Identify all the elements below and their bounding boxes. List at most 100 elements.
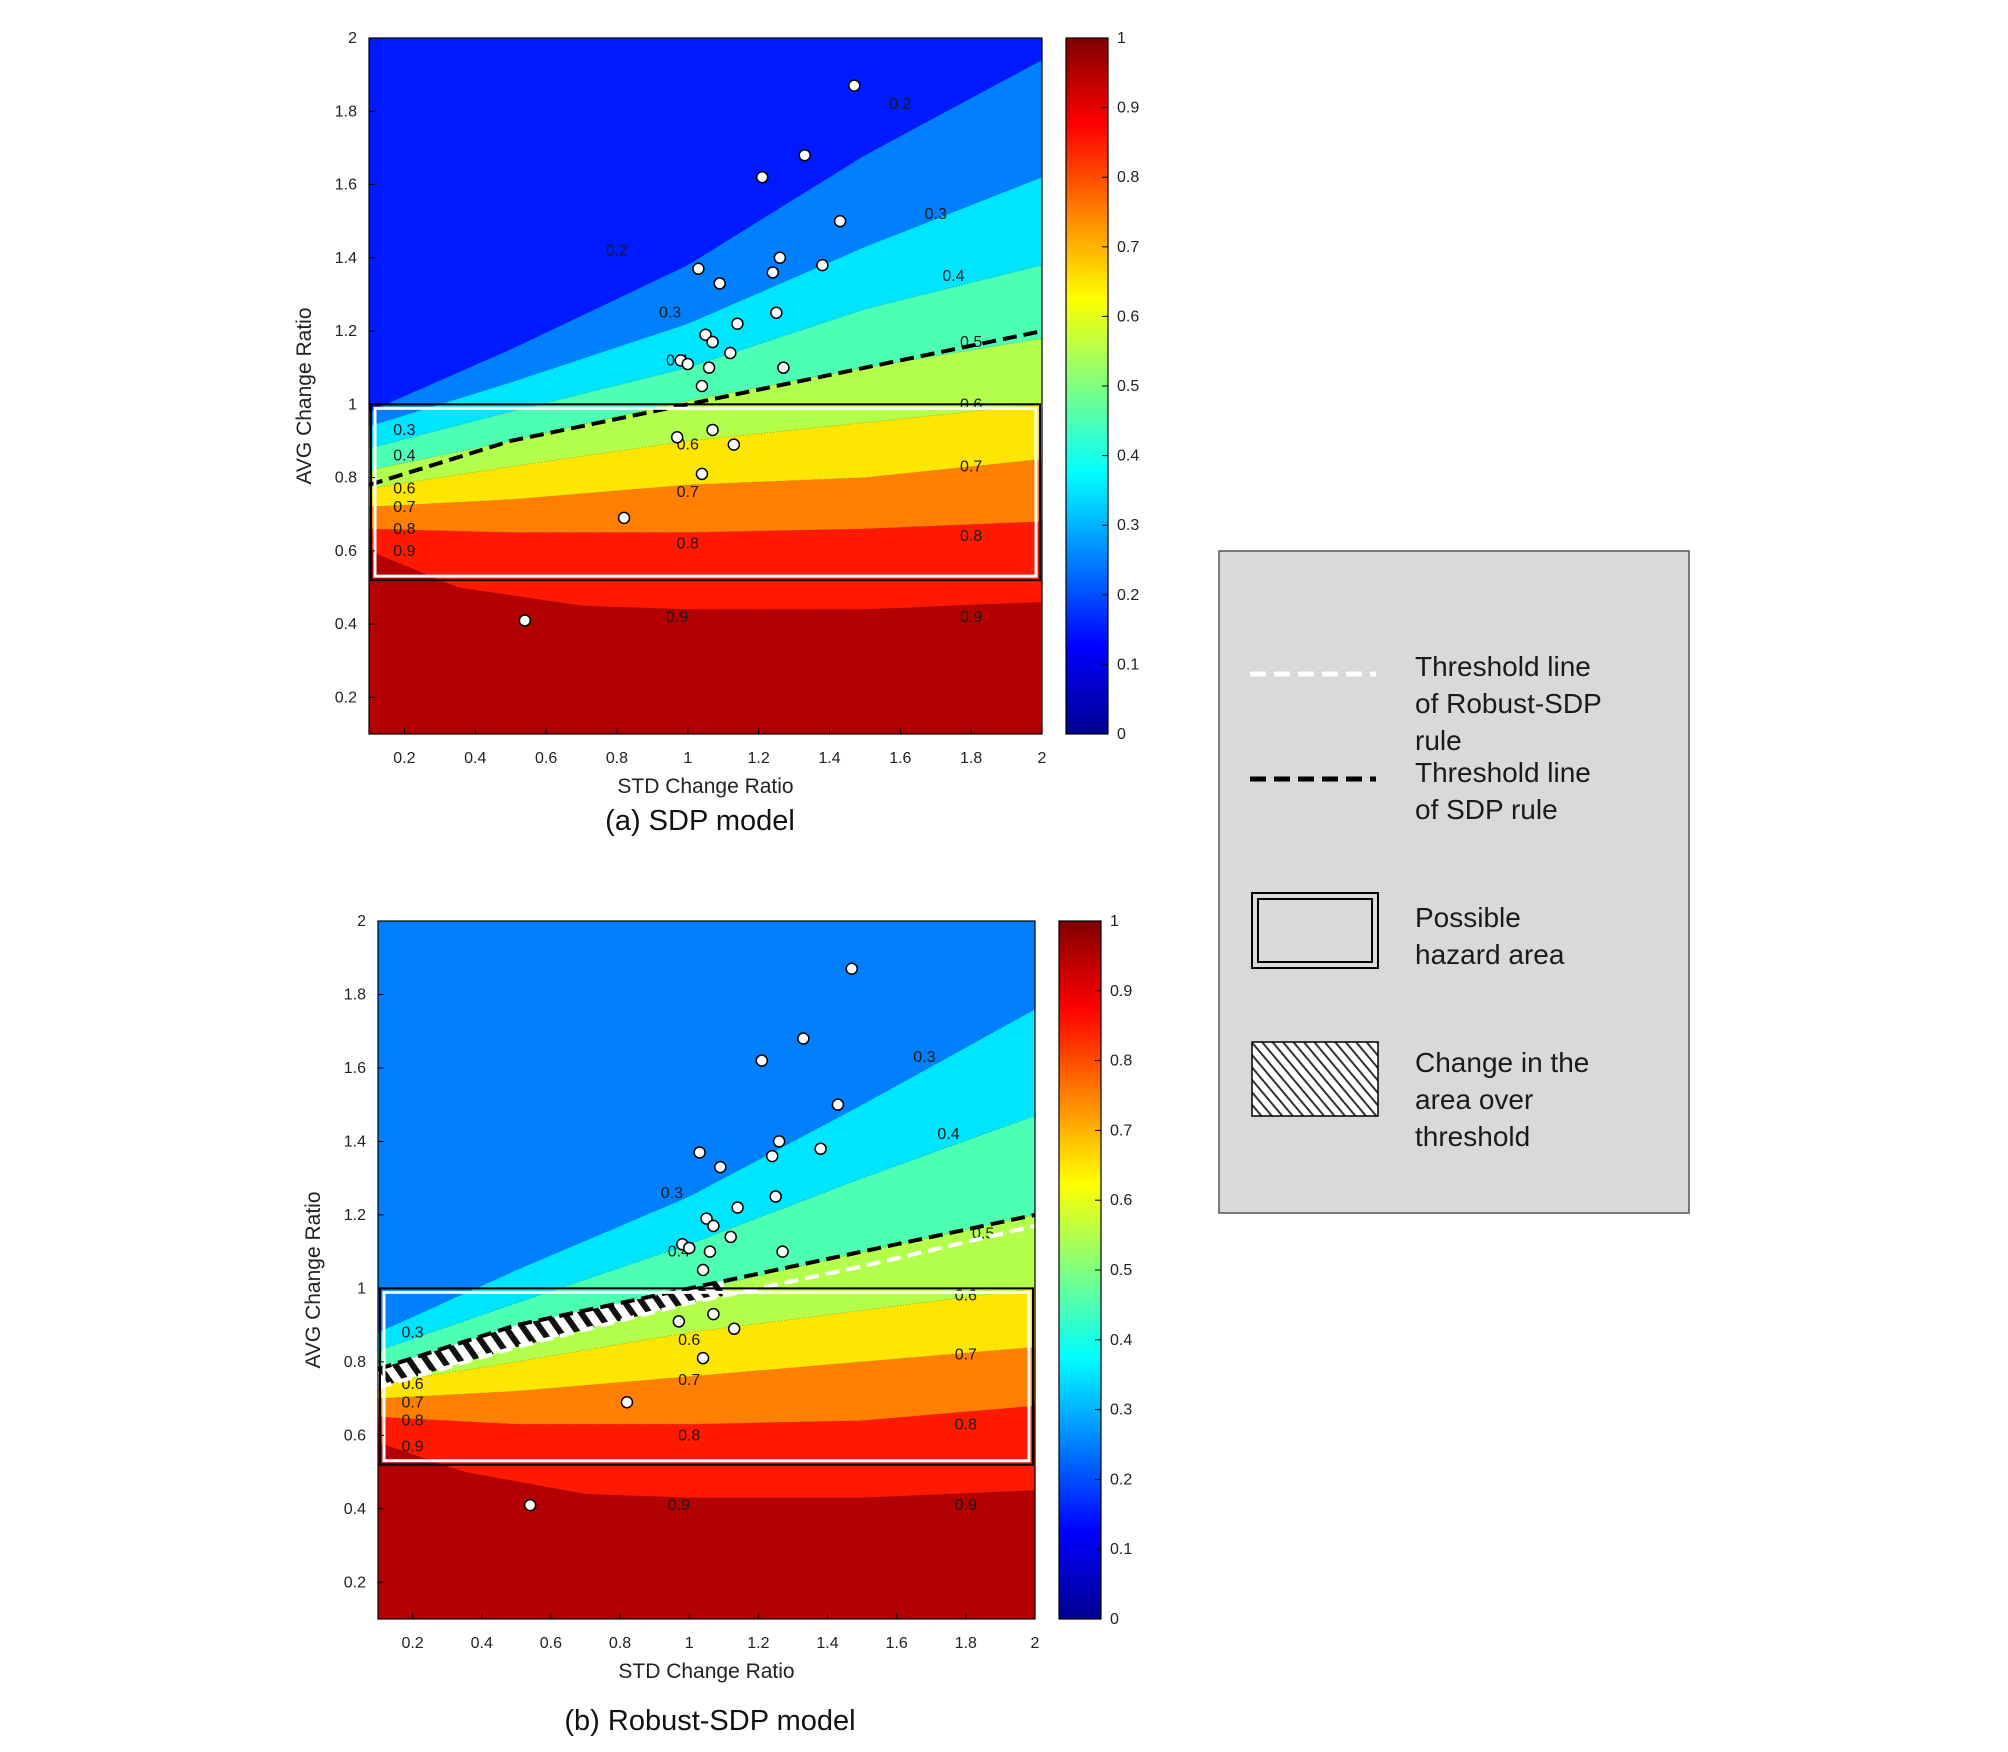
data-point	[706, 335, 719, 349]
x-tick-label: 0.4	[471, 1635, 493, 1652]
y-tick-label: 2	[348, 30, 357, 47]
data-point	[672, 1315, 686, 1328]
colorbar-tick-label: 0.9	[1110, 983, 1132, 1000]
x-tick-label: 0.6	[540, 1635, 562, 1652]
plot-area: 0.20.20.30.30.40.40.50.60.60.70.70.80.80…	[369, 38, 1042, 734]
x-axis-label: STD Change Ratio	[617, 775, 793, 798]
contour-label: 0.9	[401, 1438, 423, 1455]
y-tick-label: 1	[357, 1280, 366, 1297]
contour-label: 0.6	[393, 481, 415, 498]
contour-label: 0.8	[678, 1427, 700, 1444]
contour-label: 0.3	[393, 422, 415, 439]
y-tick-label: 0.4	[335, 616, 357, 633]
y-tick-label: 0.4	[344, 1501, 366, 1518]
data-point	[518, 614, 532, 627]
data-point	[713, 277, 726, 290]
data-point	[833, 214, 847, 228]
colorbar-tick-label: 0.4	[1110, 1332, 1132, 1349]
data-point	[816, 258, 829, 272]
data-point	[670, 431, 684, 444]
contour-label: 0.7	[960, 459, 982, 476]
colorbar-b: 0 0.1 0.2 0.3 0.4 0.5 0.6 0.7 0.8 0.9 1	[1058, 913, 1132, 1628]
contour-label: 0.9	[668, 1497, 690, 1514]
contour-label: 0.4	[942, 268, 964, 285]
contour-label: 0.8	[955, 1416, 977, 1433]
y-tick-label: 1	[348, 396, 357, 413]
data-point	[692, 262, 705, 276]
data-point	[693, 1146, 706, 1159]
colorbar-tick-label: 0.6	[1117, 308, 1139, 325]
data-point	[831, 1098, 845, 1111]
x-tick-label: 1.2	[747, 1635, 769, 1652]
contour-label: 0.3	[661, 1185, 683, 1202]
legend-hatch-swatch	[1251, 1041, 1379, 1117]
colorbar-tick-label: 0.8	[1110, 1053, 1132, 1070]
legend-text-line: Threshold line	[1415, 651, 1591, 682]
contour-label: 0.8	[677, 536, 699, 553]
legend-text-line: Threshold line	[1415, 757, 1591, 788]
colorbar-tick-label: 0.8	[1117, 169, 1139, 186]
legend: Threshold line of Robust-SDP rule Thresh…	[1218, 550, 1690, 1214]
contour-label: 0.2	[606, 242, 628, 259]
threshold-line-robust-sdp	[377, 1223, 1036, 1390]
y-tick-label: 1.6	[335, 177, 357, 194]
data-point	[696, 1351, 710, 1365]
data-point	[777, 361, 790, 374]
data-point	[620, 1396, 634, 1409]
colorbar-tick-label: 0.3	[1110, 1402, 1132, 1419]
contour-label: 0.7	[678, 1372, 700, 1389]
colorbar-tick-label: 0.2	[1110, 1471, 1132, 1488]
contour-label: 0.7	[955, 1346, 977, 1363]
y-axis-label: AVG Change Ratio	[293, 307, 316, 484]
data-point	[681, 357, 695, 371]
x-axis-label: STD Change Ratio	[618, 1660, 794, 1683]
data-point	[731, 1201, 744, 1214]
x-tick-label: 2	[1038, 750, 1047, 767]
colorbar-tick-label: 0.6	[1110, 1192, 1132, 1209]
data-point	[772, 1135, 786, 1148]
y-tick-label: 0.2	[335, 689, 357, 706]
data-point	[798, 148, 811, 162]
contour-label: 0.8	[393, 521, 415, 538]
colorbar-tick-label: 0.1	[1117, 656, 1139, 673]
colorbar-tick-label: 0.5	[1117, 378, 1139, 395]
panel-robust-sdp-model: 0.30.30.30.40.40.50.60.60.70.70.80.80.90…	[302, 913, 1132, 1737]
data-point	[696, 1263, 710, 1277]
colorbar-a: 0 0.1 0.2 0.3 0.4 0.5 0.6 0.7 0.8 0.9 1	[1065, 30, 1139, 743]
contour-label: 0.2	[889, 96, 911, 113]
data-point	[703, 1245, 717, 1258]
y-tick-label: 0.6	[344, 1427, 366, 1444]
legend-item-robust-threshold: Threshold line of Robust-SDP rule	[1250, 651, 1602, 756]
y-tick-label: 1.4	[335, 250, 357, 267]
x-tick-label: 0.2	[393, 750, 415, 767]
legend-text-line: threshold	[1415, 1121, 1530, 1152]
contour-label: 0.7	[393, 499, 415, 516]
axes-frame	[368, 37, 1043, 735]
contour-label: 0.8	[401, 1413, 423, 1430]
hazard-box-outer	[379, 1287, 1034, 1466]
y-tick-label: 1.8	[344, 986, 366, 1003]
legend-text-line: Change in the	[1415, 1047, 1589, 1078]
x-tick-label: 1.6	[886, 1635, 908, 1652]
hazard-box-inner	[373, 406, 1038, 578]
colorbar-tick-label: 0	[1117, 726, 1126, 743]
colorbar-tick-label: 0.1	[1110, 1541, 1132, 1558]
contour-label: 0.9	[960, 609, 982, 626]
x-tick-label: 0.4	[464, 750, 486, 767]
x-tick-label: 1.8	[960, 750, 982, 767]
contour-label: 0.3	[401, 1324, 423, 1341]
caption-a: (a) SDP model	[605, 805, 795, 837]
x-tick-label: 1.2	[748, 750, 770, 767]
x-tick-label: 1.8	[955, 1635, 977, 1652]
data-point	[773, 251, 787, 265]
x-tick-label: 0.8	[609, 1635, 631, 1652]
contour-label: 0.9	[666, 609, 688, 626]
colorbar-tick-label: 0.7	[1110, 1122, 1132, 1139]
contour-label: 0.9	[393, 543, 415, 560]
data-point	[848, 79, 861, 92]
contour-label: 0.6	[955, 1288, 977, 1305]
contour-label: 0.7	[401, 1394, 423, 1411]
axes-frame	[377, 920, 1036, 1620]
x-tick-label: 1	[685, 1635, 694, 1652]
